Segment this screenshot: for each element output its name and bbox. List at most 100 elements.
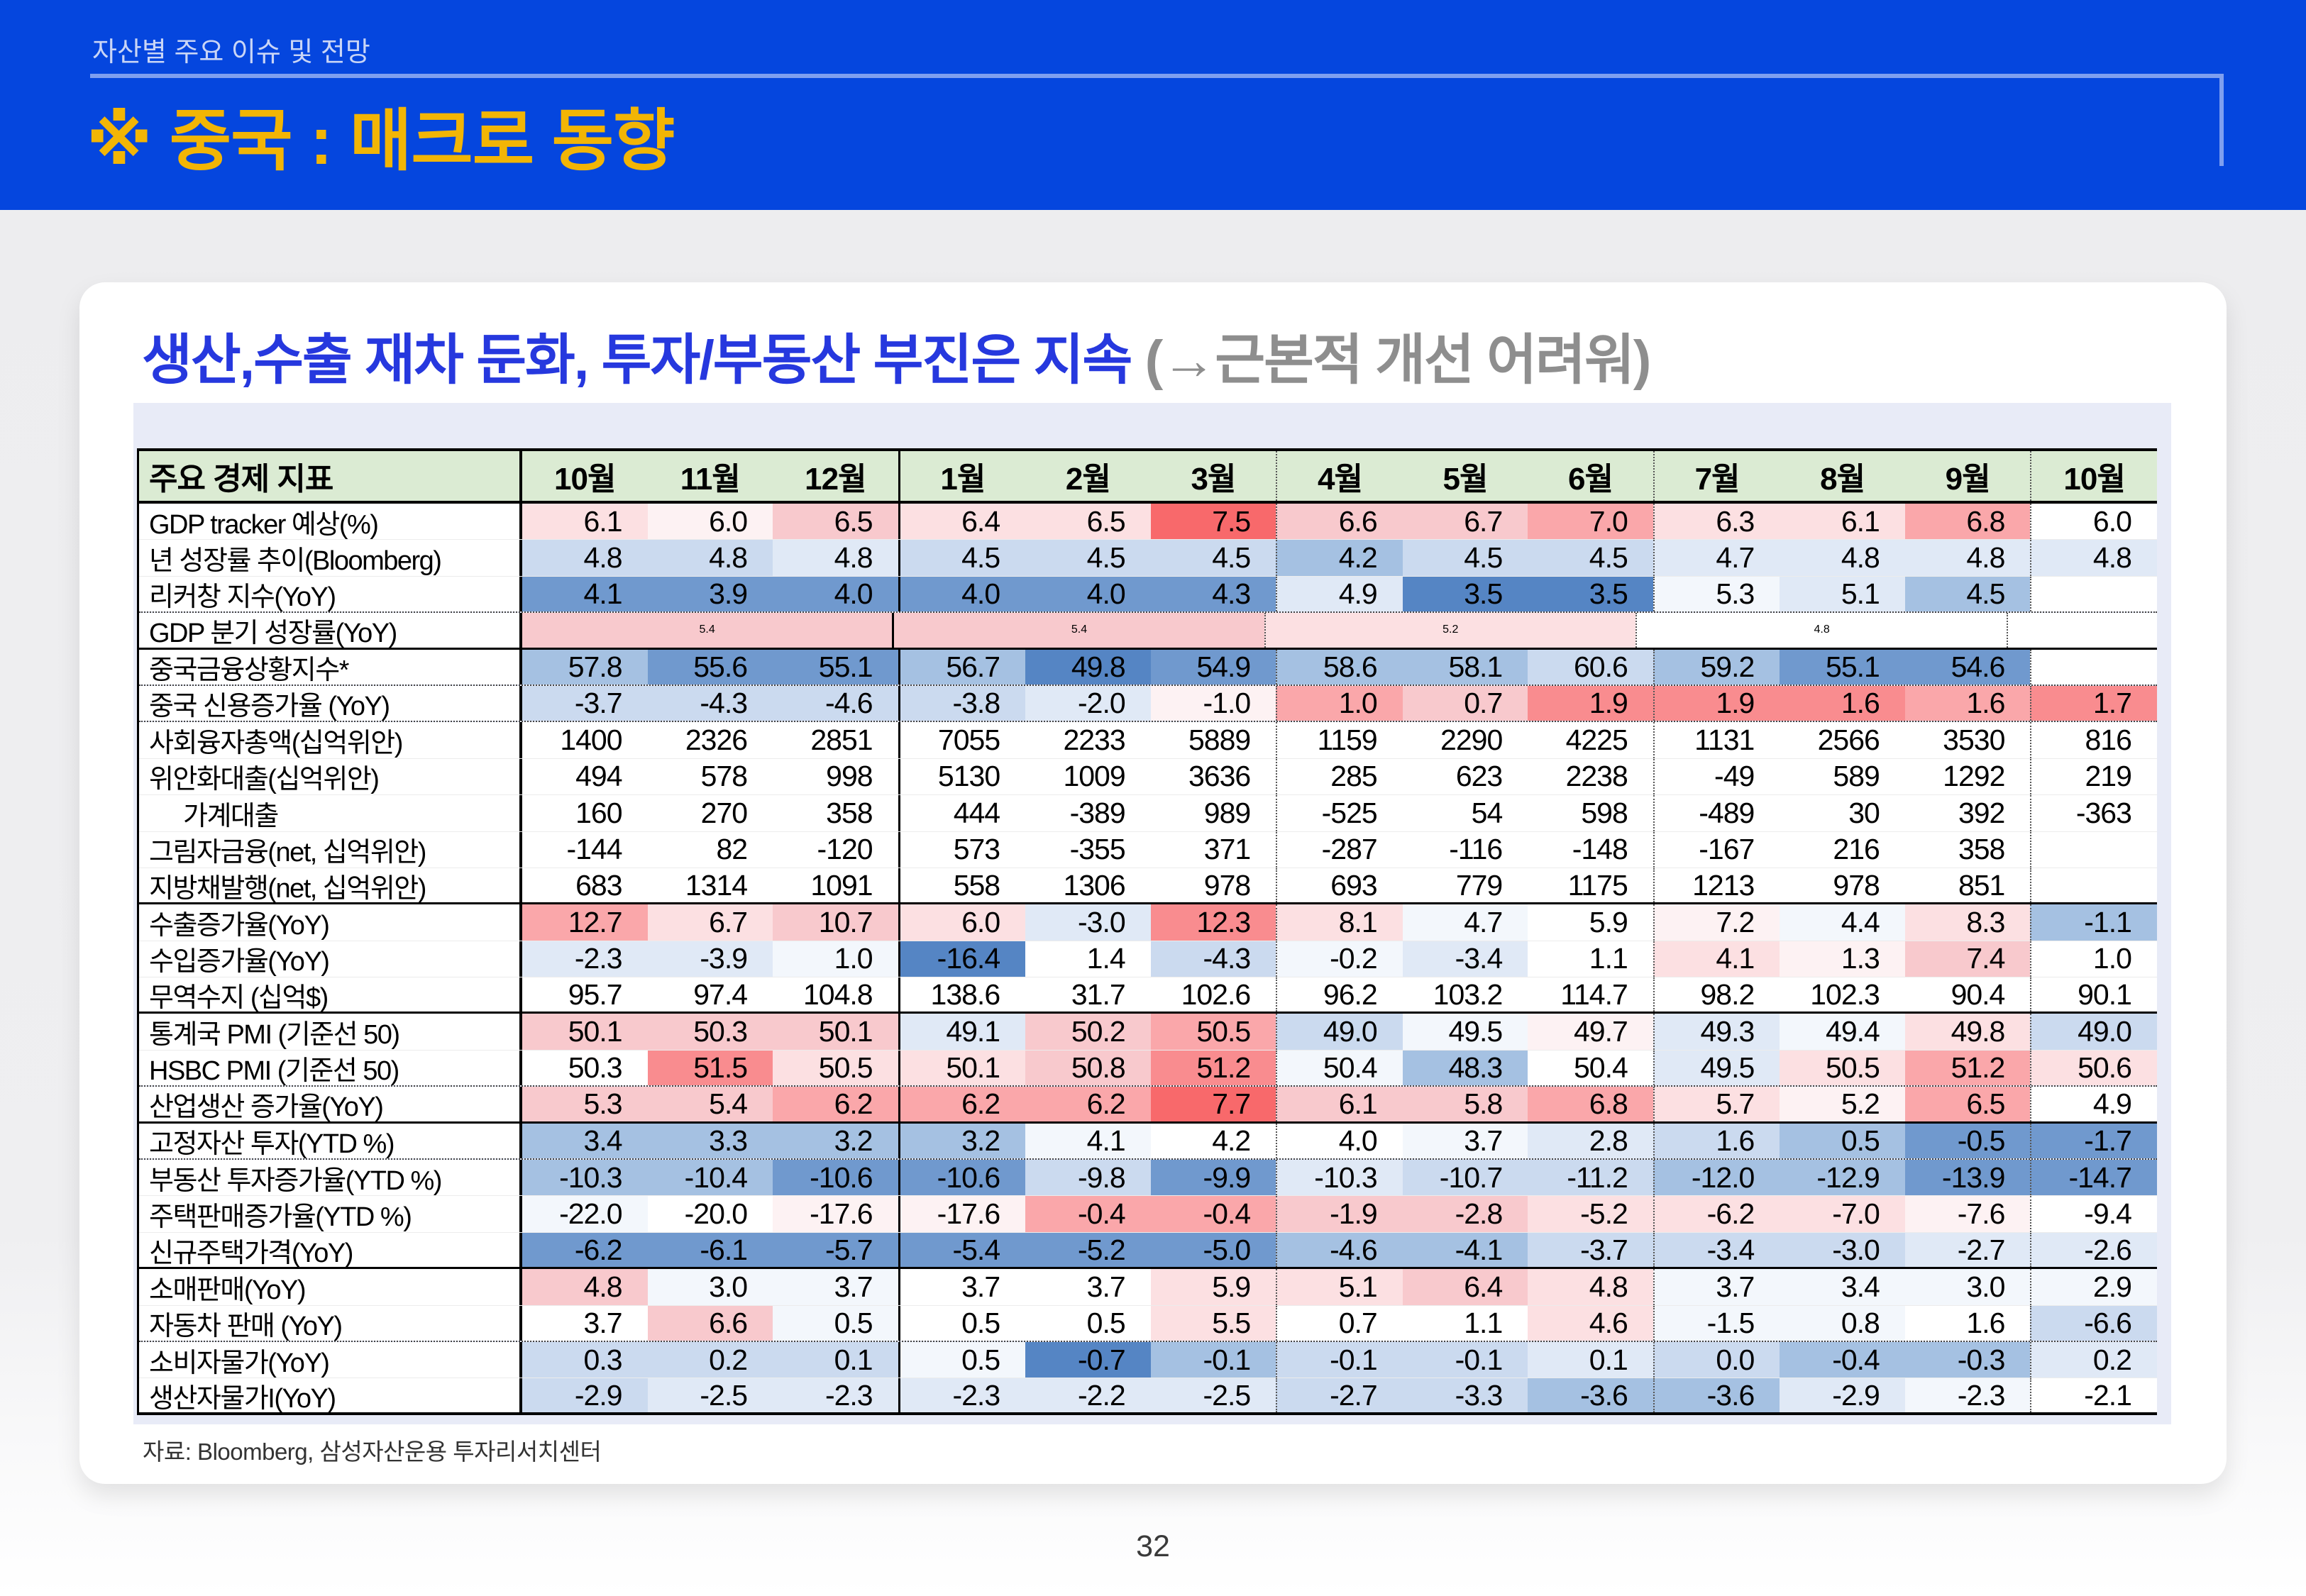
table-cell: 3.7 (898, 1269, 1026, 1305)
table-cell: -287 (1276, 831, 1403, 868)
table-cell: 494 (522, 758, 648, 795)
table-cell: 114.7 (1528, 977, 1653, 1012)
table-cell: 6.2 (1025, 1087, 1151, 1121)
row-label: GDP 분기 성장률(YoY) (139, 613, 522, 648)
table-cell: -167 (1653, 831, 1780, 868)
table-cell: 444 (898, 795, 1026, 831)
row-label: 무역수지 (십억$) (139, 977, 522, 1012)
table-cell (2030, 868, 2157, 903)
table-cell: 55.1 (773, 649, 898, 685)
table-row: 산업생산 증가율(YoY) 5.3 5.4 6.2 6.2 6.2 7.7 6.1 5.8 6.8… (139, 1087, 2157, 1124)
table-cell: 2.9 (2030, 1269, 2157, 1305)
table-cell: 1213 (1653, 868, 1780, 903)
table-cell: -5.2 (1025, 1232, 1151, 1268)
table-cell: 31.7 (1025, 977, 1151, 1012)
table-cell: 6.2 (773, 1087, 898, 1121)
table-cell: -2.7 (1276, 1378, 1403, 1412)
table-cell: 6.8 (1904, 504, 2031, 540)
table-cell: -17.6 (773, 1196, 898, 1232)
table-cell: 1.0 (2030, 941, 2157, 977)
table-cell: -0.3 (1904, 1341, 2031, 1378)
table-row: 소비자물가(YoY) 0.3 0.2 0.1 0.5 -0.7 -0.1 -0.1 -0.1 0.… (139, 1341, 2157, 1379)
table-cell: 358 (773, 795, 898, 831)
table-cell: 816 (2030, 722, 2157, 758)
table-cell: 1159 (1276, 722, 1403, 758)
table-cell: 55.1 (1780, 649, 1905, 685)
table-row: 사회융자총액(십억위안) 1400 2326 2851 7055 2233 5889 1159… (139, 722, 2157, 759)
table-cell: 0.7 (1402, 685, 1528, 721)
table-row: 가계대출 160 270 358 444 -389 989 -525 54 598 -489 30 39… (139, 795, 2157, 832)
table-cell: -10.6 (898, 1160, 1026, 1196)
table-cell: 4.6 (1528, 1305, 1653, 1341)
row-label: 수입증가율(YoY) (139, 941, 522, 977)
table-cell: 2233 (1025, 722, 1151, 758)
table-cell: 6.4 (1402, 1269, 1528, 1305)
table-cell: -389 (1025, 795, 1151, 831)
table-cell: 0.5 (898, 1305, 1026, 1341)
table-cell: 1.6 (1904, 685, 2031, 721)
table-cell: 573 (898, 831, 1026, 868)
table-cell: 4225 (1528, 722, 1653, 758)
table-cell: 1.9 (1528, 685, 1653, 721)
quarter-cell: 4.8 (1635, 613, 2007, 648)
table-cell: 5.3 (1653, 576, 1780, 612)
table-cell: 8.3 (1904, 904, 2031, 941)
table-cell: 0.7 (1276, 1305, 1403, 1341)
table-cell: 371 (1150, 831, 1276, 868)
table-cell: 623 (1402, 758, 1528, 795)
table-cell: 160 (522, 795, 648, 831)
table-cell: -9.9 (1150, 1160, 1276, 1196)
table-cell: 5.4 (647, 1087, 773, 1121)
table-cell: 3.7 (1402, 1123, 1528, 1159)
table-cell: 5.3 (522, 1087, 648, 1121)
month-header: 2월 (1065, 462, 1111, 497)
table-cell: -3.9 (647, 941, 773, 977)
table-row: 주택판매증가율(YTD %) -22.0 -20.0 -17.6 -17.6 -0.4 -0… (139, 1196, 2157, 1233)
table-row: 부동산 투자증가율(YTD %) -10.3 -10.4 -10.6 -10.6 -9.8… (139, 1160, 2157, 1197)
table-cell: 98.2 (1653, 977, 1780, 1012)
table-cell: 4.0 (1276, 1123, 1403, 1159)
table-cell: 7.4 (1904, 941, 2031, 977)
table-cell: 1131 (1653, 722, 1780, 758)
table-cell: -10.6 (773, 1160, 898, 1196)
table-cell: 3636 (1150, 758, 1276, 795)
table-cell: -5.2 (1528, 1196, 1653, 1232)
table-cell: 0.8 (1780, 1305, 1905, 1341)
table-cell: 103.2 (1402, 977, 1528, 1012)
table-cell: 90.4 (1904, 977, 2031, 1012)
table-cell: -5.7 (773, 1232, 898, 1268)
table-cell: -2.5 (647, 1378, 773, 1412)
table-cell: 3.2 (773, 1123, 898, 1159)
table-cell: -22.0 (522, 1196, 648, 1232)
table-cell: -4.1 (1402, 1232, 1528, 1268)
table-cell: 578 (647, 758, 773, 795)
table-cell: 49.3 (1653, 1014, 1780, 1050)
table-cell: -0.2 (1276, 941, 1403, 977)
content-card: 생산,수출 재차 둔화, 투자/부동산 부진은 지속 (→근본적 개선 어려워)… (79, 282, 2227, 1484)
table-cell: 4.8 (522, 1269, 648, 1305)
table-cell: 3.7 (522, 1305, 648, 1341)
table-row: 그림자금융(net, 십억위안) -144 82 -120 573 -355 371 -287… (139, 831, 2157, 868)
table-cell: 2851 (773, 722, 898, 758)
table-cell: 1314 (647, 868, 773, 903)
table-cell: 7055 (898, 722, 1026, 758)
table-cell: 5889 (1150, 722, 1276, 758)
table-cell: -2.3 (898, 1378, 1026, 1412)
table-cell: 216 (1780, 831, 1905, 868)
table-cell: 5.2 (1780, 1087, 1905, 1121)
table-cell: 1.7 (2030, 685, 2157, 721)
table-cell: 5.7 (1653, 1087, 1780, 1121)
table-row: 고정자산 투자(YTD %) 3.4 3.3 3.2 3.2 4.1 4.2 4.0 3.7 2.… (139, 1123, 2157, 1160)
table-cell: 2238 (1528, 758, 1653, 795)
table-cell: 1292 (1904, 758, 2031, 795)
table-cell: 5.5 (1150, 1305, 1276, 1341)
month-header: 8월 (1820, 462, 1865, 497)
table-cell: -3.7 (1528, 1232, 1653, 1268)
table-cell: 96.2 (1276, 977, 1403, 1012)
table-cell: 3.4 (1780, 1269, 1905, 1305)
table-cell: 4.8 (773, 540, 898, 576)
table-cell: 54 (1402, 795, 1528, 831)
table-cell: 7.2 (1653, 904, 1780, 941)
table-cell: 3.9 (647, 576, 773, 612)
